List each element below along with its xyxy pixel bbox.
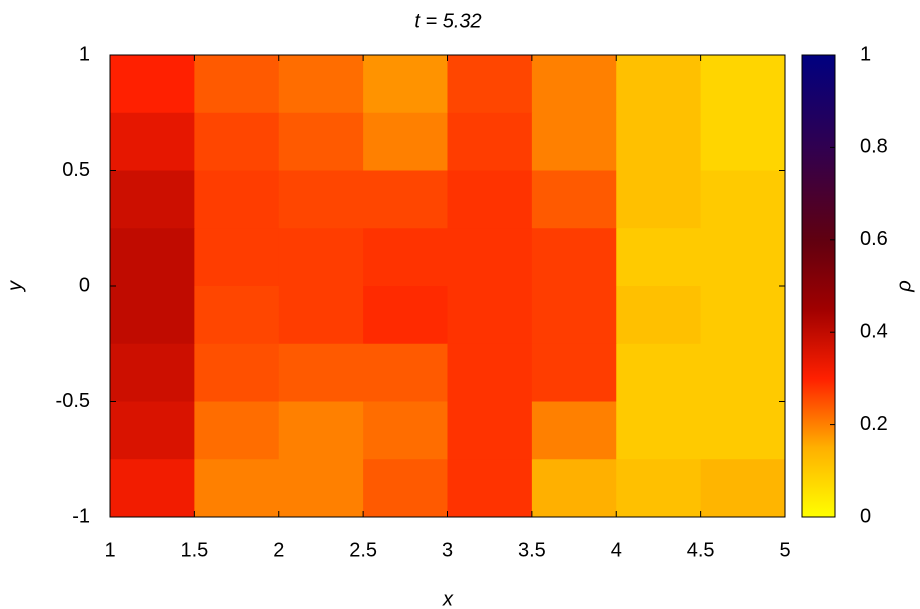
colorbar-label: ρ [893, 280, 915, 292]
y-tick-label: 0.5 [62, 159, 90, 181]
heatmap-cell [279, 113, 364, 171]
y-tick-label: 1 [79, 43, 90, 65]
heatmap-cell [279, 402, 364, 460]
heatmap-cell [363, 113, 448, 171]
colorbar-tick-label: 0.6 [860, 228, 888, 250]
heatmap-cell [194, 228, 279, 286]
heatmap-cell [279, 171, 364, 229]
colorbar-tick-label: 0.4 [860, 320, 888, 342]
heatmap-cell [279, 55, 364, 113]
x-tick-label: 1 [104, 539, 115, 561]
heatmap-cell [110, 171, 195, 229]
heatmap-cell [532, 459, 617, 517]
x-tick-label: 3 [442, 539, 453, 561]
x-tick-label: 4 [611, 539, 622, 561]
heatmap-cell [110, 286, 195, 344]
heatmap-cell [532, 113, 617, 171]
heatmap-cell [701, 459, 786, 517]
x-tick-label: 1.5 [180, 539, 208, 561]
heatmap-cell [279, 459, 364, 517]
heatmap-cell [701, 344, 786, 402]
colorbar-tick-label: 0 [860, 505, 871, 527]
x-tick-label: 4.5 [687, 539, 715, 561]
heatmap-cell [532, 402, 617, 460]
heatmap-cell [448, 113, 533, 171]
heatmap-cell [616, 402, 701, 460]
heatmap-cell [448, 171, 533, 229]
heatmap-cell [448, 286, 533, 344]
chart-title: t = 5.32 [414, 10, 481, 32]
heatmap-cell [701, 402, 786, 460]
x-tick-label: 3.5 [518, 539, 546, 561]
heatmap-cell [194, 286, 279, 344]
heatmap-cell [279, 344, 364, 402]
heatmap-cell [532, 228, 617, 286]
heatmap-cell [616, 55, 701, 113]
heatmap-cell [701, 228, 786, 286]
heatmap-cell [448, 459, 533, 517]
colorbar-tick-label: 0.8 [860, 136, 888, 158]
heatmap-cell [194, 113, 279, 171]
heatmap-cell [616, 286, 701, 344]
heatmap-cell [701, 55, 786, 113]
heatmap-cell [110, 402, 195, 460]
heatmap-cell [701, 171, 786, 229]
heatmap-cell [194, 55, 279, 113]
chart: t = 5.32 x y ρ 1 1.5 2 2.5 3 3.5 4 4.5 5 -1 -0.5 0 0… [0, 0, 920, 609]
heatmap-cell [532, 344, 617, 402]
heatmap-cell [110, 228, 195, 286]
heatmap-cell [701, 286, 786, 344]
heatmap-cell [194, 344, 279, 402]
heatmap-cell [532, 55, 617, 113]
colorbar-tick-label: 1 [860, 43, 871, 65]
heatmap-cell [532, 171, 617, 229]
heatmap-cell [110, 55, 195, 113]
heatmap-cell [363, 286, 448, 344]
colorbar [802, 55, 835, 517]
heatmap-cell [194, 402, 279, 460]
heatmap-cell [363, 228, 448, 286]
heatmap-cell [279, 228, 364, 286]
heatmap-cell [701, 113, 786, 171]
x-axis-label: x [442, 588, 454, 609]
heatmap-cell [616, 171, 701, 229]
heatmap-cell [448, 55, 533, 113]
heatmap-cell [194, 171, 279, 229]
heatmap-cell [279, 286, 364, 344]
heatmap-cell [363, 344, 448, 402]
heatmap-cell [616, 344, 701, 402]
heatmap-cell [363, 171, 448, 229]
heatmap-cell [194, 459, 279, 517]
y-tick-label: 0 [79, 274, 90, 296]
y-tick-label: -0.5 [56, 390, 90, 412]
heatmap-cell [448, 402, 533, 460]
heatmap-cell [616, 459, 701, 517]
heatmap-cell [110, 113, 195, 171]
heatmap-cell [532, 286, 617, 344]
heatmap-cell [363, 402, 448, 460]
heatmap-cell [363, 55, 448, 113]
heatmap-cell [110, 344, 195, 402]
heatmap-cell [616, 228, 701, 286]
x-tick-label: 2.5 [349, 539, 377, 561]
x-tick-label: 5 [779, 539, 790, 561]
heatmap-cell [110, 459, 195, 517]
heatmap-cell [448, 228, 533, 286]
x-tick-label: 2 [273, 539, 284, 561]
y-tick-label: -1 [72, 505, 90, 527]
heatmap-cell [616, 113, 701, 171]
heatmap-cell [363, 459, 448, 517]
y-axis-label: y [4, 280, 26, 293]
heatmap-cell [448, 344, 533, 402]
colorbar-tick-label: 0.2 [860, 413, 888, 435]
